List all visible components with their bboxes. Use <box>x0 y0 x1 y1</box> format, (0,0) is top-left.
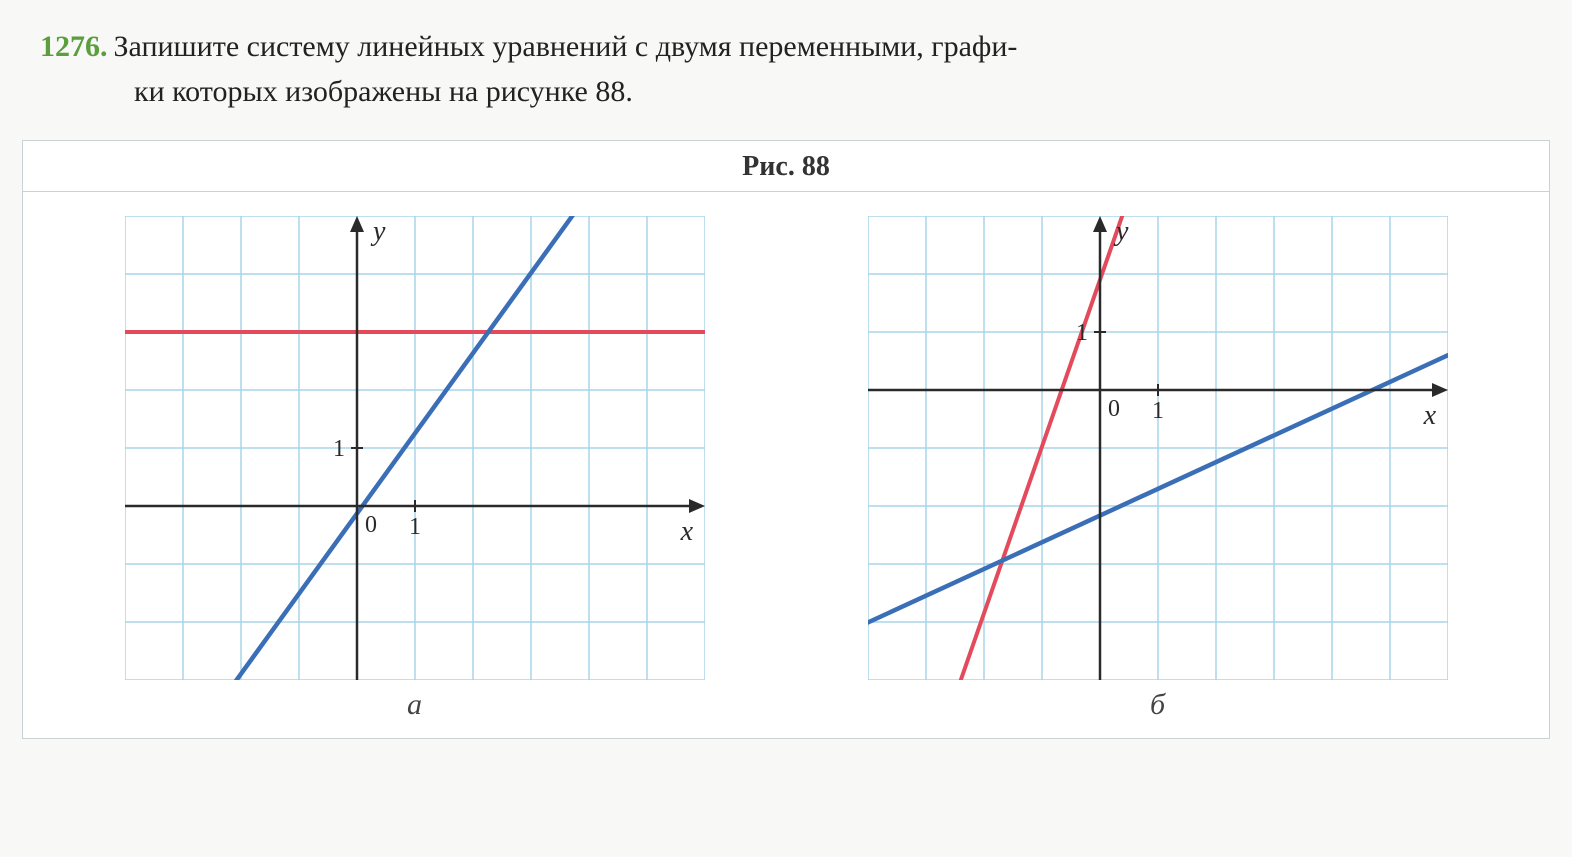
figure-title: Рис. 88 <box>23 141 1549 192</box>
svg-text:y: y <box>370 216 386 247</box>
svg-text:1: 1 <box>333 436 345 462</box>
svg-text:y: y <box>1113 216 1129 247</box>
svg-text:0: 0 <box>1108 396 1120 422</box>
panel-b-label: б <box>1150 688 1165 722</box>
problem-line2: ки которых изображены на рисунке 88. <box>134 69 1532 114</box>
panel-a-label: а <box>407 688 422 722</box>
panel-b: 1 1 0 x y б <box>868 216 1448 722</box>
svg-text:x: x <box>1422 400 1436 431</box>
svg-text:1: 1 <box>1076 320 1088 346</box>
panel-a: 1 1 0 x y а <box>125 216 705 722</box>
chart-b: 1 1 0 x y <box>868 216 1448 680</box>
problem-number: 1276. <box>40 30 108 63</box>
problem-statement: 1276.Запишите систему линейных уравнений… <box>0 0 1572 124</box>
svg-text:1: 1 <box>409 514 421 540</box>
chart-a: 1 1 0 x y <box>125 216 705 680</box>
svg-text:x: x <box>679 516 693 547</box>
problem-line1: Запишите систему линейных уравнений с дв… <box>114 30 1018 63</box>
charts-row: 1 1 0 x y а 1 1 0 x y б <box>23 192 1549 738</box>
figure-container: Рис. 88 1 1 0 x y а 1 1 0 x y б <box>22 140 1550 739</box>
svg-text:1: 1 <box>1152 398 1164 424</box>
svg-text:0: 0 <box>365 512 377 538</box>
